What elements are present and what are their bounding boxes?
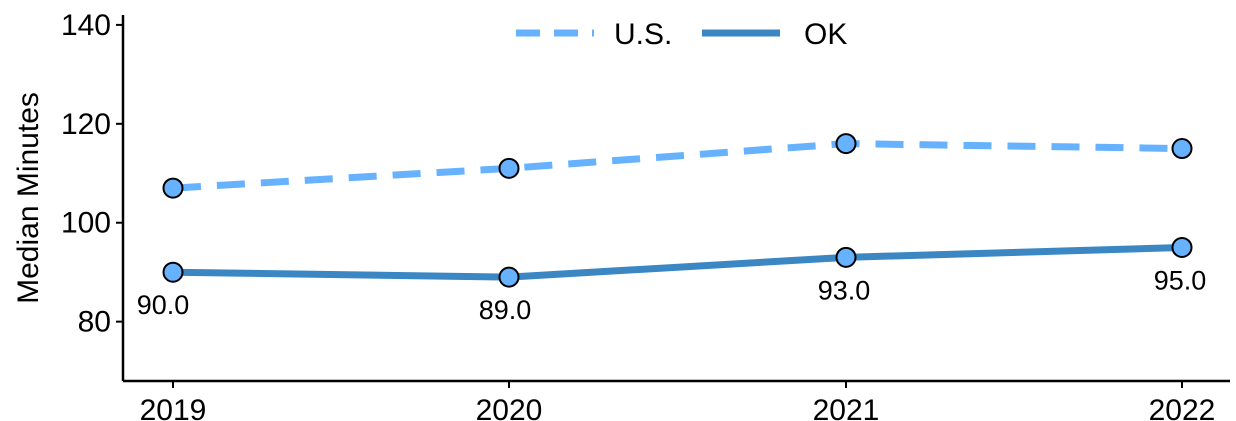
- data-label: 95.0: [1154, 265, 1207, 295]
- x-tick-label: 2019: [140, 394, 207, 421]
- data-label: 93.0: [818, 275, 871, 305]
- data-point-0-3: [1171, 138, 1193, 160]
- y-tick-label: 140: [61, 9, 111, 42]
- data-point-0-1: [498, 157, 520, 179]
- data-point-0-2: [835, 133, 857, 155]
- legend-label: OK: [804, 18, 847, 51]
- x-tick-label: 2020: [476, 394, 543, 421]
- chart-data-labels: 90.0 89.0 93.0 95.0: [137, 265, 1207, 325]
- data-label: 89.0: [479, 295, 532, 325]
- chart-axes: 80 100 120 140 2019 2020 2021 2022 Median Minute…: [12, 9, 1230, 421]
- y-tick-label: 100: [61, 207, 111, 240]
- data-point-1-0: [162, 261, 184, 283]
- y-axis-title: Median Minutes: [12, 92, 45, 304]
- data-point-1-1: [498, 266, 520, 288]
- chart-legend: U.S. OK: [516, 18, 847, 51]
- legend-label: U.S.: [614, 18, 672, 51]
- y-tick-label: 80: [78, 306, 111, 339]
- y-tick-label: 120: [61, 108, 111, 141]
- chart-series: [162, 133, 1193, 288]
- x-tick-label: 2022: [1149, 394, 1216, 421]
- series-line-1: [172, 243, 1183, 281]
- data-label: 90.0: [137, 290, 190, 320]
- data-point-0-0: [162, 177, 184, 199]
- data-point-1-3: [1171, 236, 1193, 258]
- x-tick-label: 2021: [813, 394, 880, 421]
- series-line-0: [172, 140, 1183, 192]
- data-point-1-2: [835, 246, 857, 268]
